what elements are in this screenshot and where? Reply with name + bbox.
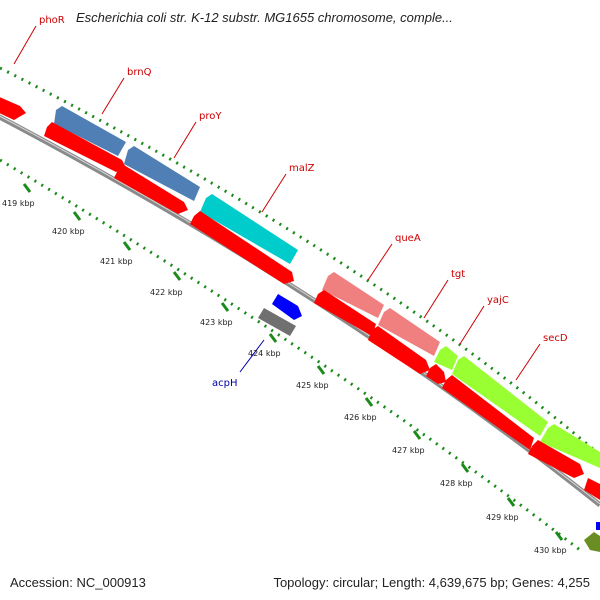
leader-yajC bbox=[459, 305, 485, 345]
major-ticks bbox=[22, 183, 564, 541]
accession-text: Accession: NC_000913 bbox=[10, 575, 146, 590]
kbp-label-426: 426 kbp bbox=[344, 413, 377, 422]
leader-brnQ bbox=[101, 77, 125, 115]
kbp-label-428: 428 kbp bbox=[440, 479, 473, 488]
major-tick bbox=[554, 531, 564, 541]
cds-proY[interactable] bbox=[114, 165, 188, 214]
kbp-label-421: 421 kbp bbox=[100, 257, 133, 266]
leader-queA bbox=[367, 243, 393, 281]
major-tick bbox=[220, 302, 230, 312]
label-leaders bbox=[13, 25, 541, 381]
leader-phoR bbox=[13, 25, 37, 65]
gene-label-brnQ[interactable]: brnQ bbox=[127, 67, 152, 78]
cds-next[interactable] bbox=[584, 478, 600, 500]
feature-secF[interactable] bbox=[540, 424, 600, 468]
map-title: Escherichia coli str. K-12 substr. MG165… bbox=[76, 10, 453, 25]
outer-feature-track bbox=[0, 95, 600, 468]
feature-olive[interactable] bbox=[584, 532, 600, 552]
major-tick bbox=[122, 241, 132, 251]
leader-proY bbox=[173, 121, 197, 159]
kbp-label-427: 427 kbp bbox=[392, 446, 425, 455]
cds-secD[interactable] bbox=[442, 375, 534, 450]
kbp-label-419: 419 kbp bbox=[2, 199, 35, 208]
feature-brnQ[interactable] bbox=[54, 106, 126, 156]
cds-tgt[interactable] bbox=[368, 326, 430, 374]
feature-secD[interactable] bbox=[452, 356, 548, 436]
gene-label-proY[interactable]: proY bbox=[199, 111, 222, 122]
cds-secF[interactable] bbox=[528, 440, 584, 478]
gene-label-malZ[interactable]: malZ bbox=[289, 163, 315, 174]
major-tick bbox=[268, 333, 278, 343]
gene-label-secD[interactable]: secD bbox=[543, 333, 568, 344]
gene-label-queA[interactable]: queA bbox=[395, 233, 421, 244]
kbp-label-430: 430 kbp bbox=[534, 546, 567, 555]
major-tick bbox=[22, 183, 32, 193]
gene-label-tgt[interactable]: tgt bbox=[451, 269, 465, 280]
genome-summary-text: Topology: circular; Length: 4,639,675 bp… bbox=[273, 575, 590, 590]
kbp-label-420: 420 kbp bbox=[52, 227, 85, 236]
major-tick bbox=[506, 497, 516, 507]
leader-tgt bbox=[423, 279, 449, 319]
kbp-label-424: 424 kbp bbox=[248, 349, 281, 358]
major-tick bbox=[412, 430, 422, 440]
feature-blue-small[interactable] bbox=[596, 522, 600, 530]
gene-label-acpH[interactable]: acpH bbox=[212, 378, 238, 389]
feature-malZ[interactable] bbox=[200, 194, 298, 264]
major-tick bbox=[316, 365, 326, 375]
major-tick bbox=[364, 397, 374, 407]
chromosome-backbone bbox=[0, 114, 600, 507]
gene-label-yajC[interactable]: yajC bbox=[487, 295, 509, 306]
kbp-label-425: 425 kbp bbox=[296, 381, 329, 390]
feature-queA[interactable] bbox=[322, 272, 384, 318]
leader-malZ bbox=[261, 173, 287, 213]
cds-track bbox=[44, 122, 600, 500]
major-tick bbox=[172, 271, 182, 281]
feature-acpH-gray[interactable] bbox=[258, 308, 296, 336]
kbp-label-423: 423 kbp bbox=[200, 318, 233, 327]
kbp-label-422: 422 kbp bbox=[150, 288, 183, 297]
feature-phoR[interactable] bbox=[0, 95, 26, 120]
gene-labels: phoR brnQ proY malZ queA tgt yajC secD a… bbox=[39, 15, 568, 389]
feature-yajC[interactable] bbox=[434, 346, 458, 370]
gene-label-phoR[interactable]: phoR bbox=[39, 15, 65, 26]
outer-tick-ring bbox=[0, 66, 600, 457]
cds-brnQ[interactable] bbox=[44, 122, 126, 172]
cds-queA[interactable] bbox=[314, 290, 376, 336]
leader-secD bbox=[515, 343, 541, 381]
kbp-labels: 419 kbp 420 kbp 421 kbp 422 kbp 423 kbp … bbox=[2, 199, 567, 555]
major-tick bbox=[460, 463, 470, 473]
cds-malZ[interactable] bbox=[190, 211, 294, 284]
cds-yajC[interactable] bbox=[426, 364, 446, 384]
kbp-label-429: 429 kbp bbox=[486, 513, 519, 522]
leader-acpH bbox=[239, 339, 265, 373]
feature-acpH-blue[interactable] bbox=[272, 294, 302, 320]
feature-proY[interactable] bbox=[124, 146, 200, 201]
inner-tick-ring bbox=[0, 158, 581, 552]
feature-tgt[interactable] bbox=[378, 308, 440, 356]
major-tick bbox=[72, 211, 82, 221]
